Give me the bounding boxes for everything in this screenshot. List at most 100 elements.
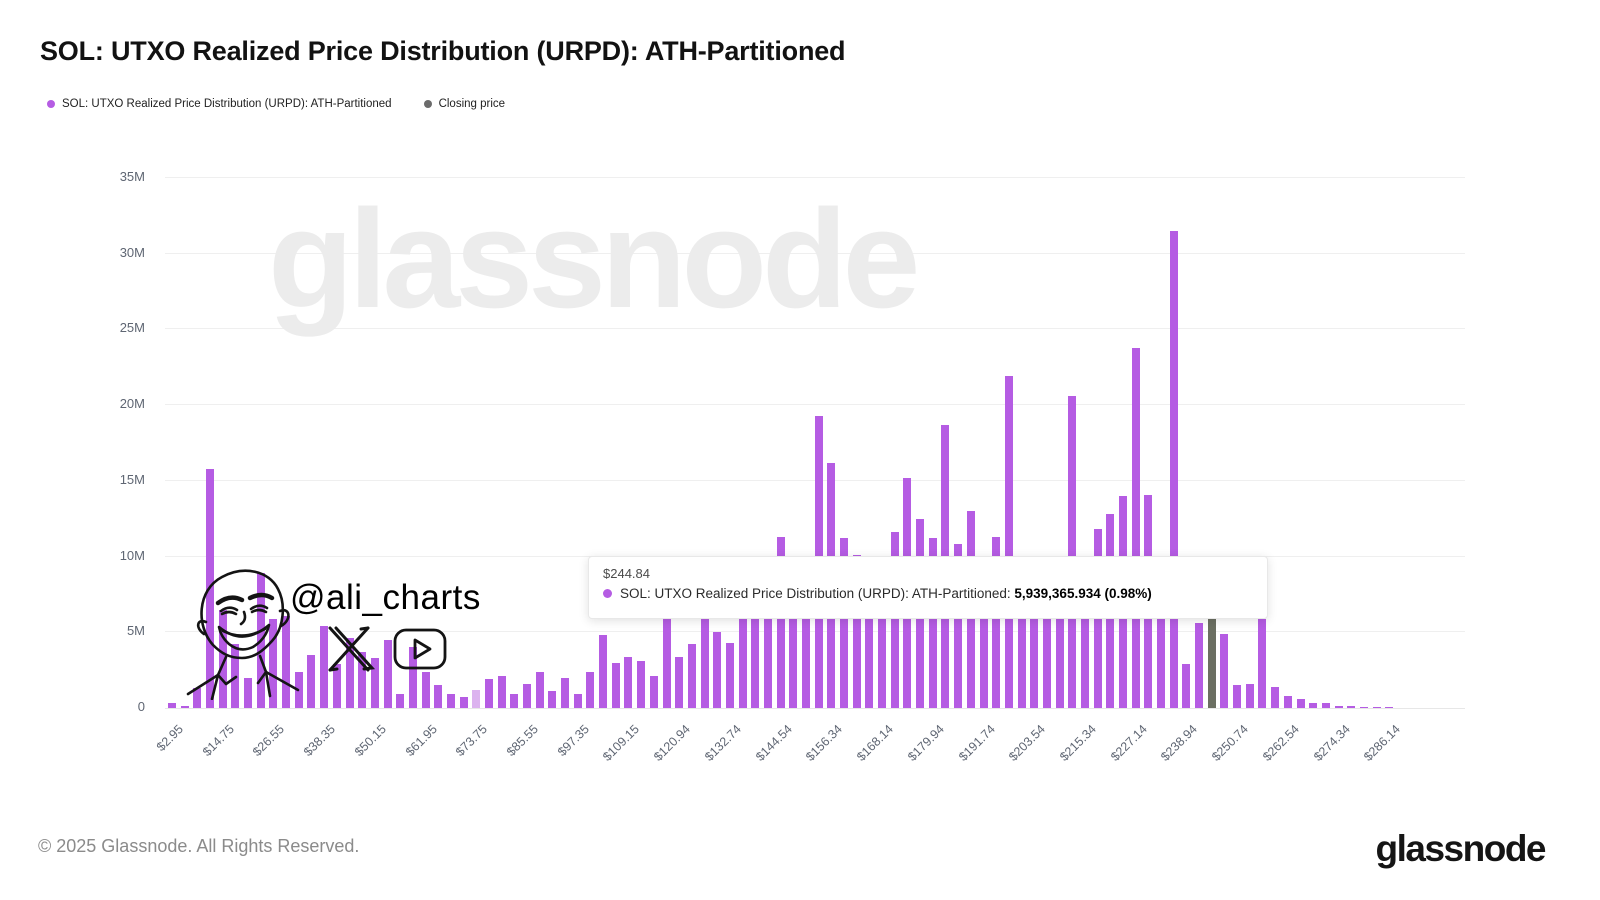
urpd-bar[interactable] [624,656,633,708]
urpd-bar[interactable] [269,618,278,708]
urpd-bar[interactable] [928,538,937,708]
urpd-bar[interactable] [599,635,608,708]
urpd-bar[interactable] [497,676,506,708]
urpd-bar[interactable] [1347,706,1356,708]
y-axis-label-20M: 20M [119,396,145,412]
urpd-bar[interactable] [1372,706,1381,708]
urpd-bar[interactable] [1385,707,1394,708]
urpd-bar[interactable] [548,691,557,708]
urpd-bar[interactable] [1309,702,1318,708]
urpd-bar[interactable] [586,671,595,708]
urpd-bar[interactable] [244,677,253,708]
urpd-bar[interactable] [1157,594,1166,708]
urpd-bar[interactable] [370,658,379,708]
closing-price-bar[interactable] [1207,618,1216,708]
urpd-bar[interactable] [725,642,734,708]
x-axis-label-215.34: $215.34 [1057,722,1099,764]
urpd-bar[interactable] [802,579,810,708]
bar-chart-plot-area[interactable]: 0 5M 10M 15M 20M 25M 30M 35M $2.95 $14.75 $26.55 $3… [120,169,1465,764]
urpd-bar[interactable] [611,662,620,708]
x-axis-label-132.74: $132.74 [701,722,744,764]
urpd-bar[interactable] [1195,623,1204,708]
urpd-bar[interactable] [713,632,722,708]
urpd-bar[interactable] [1169,231,1178,708]
urpd-bar[interactable] [1131,347,1140,708]
urpd-bar[interactable] [1283,695,1292,708]
urpd-bar[interactable] [637,661,646,708]
urpd-bar[interactable] [307,655,316,708]
urpd-bar[interactable] [1271,686,1280,708]
x-axis-label-286.14: $286.14 [1361,722,1404,764]
copyright-text: © 2025 Glassnode. All Rights Reserved. [38,836,360,856]
urpd-bar[interactable] [573,694,582,708]
urpd-bar[interactable] [1080,558,1089,708]
urpd-bar[interactable] [954,544,963,708]
urpd-bar[interactable] [649,676,658,708]
urpd-bar[interactable] [383,639,392,708]
urpd-bar[interactable] [472,689,481,708]
urpd-bar[interactable] [320,626,329,708]
urpd-bar[interactable] [675,656,684,708]
urpd-bar[interactable] [332,664,341,708]
urpd-bar[interactable] [523,683,532,708]
urpd-bar[interactable] [789,594,798,708]
urpd-bar[interactable] [776,536,785,708]
urpd-bar[interactable] [700,618,709,708]
urpd-bar[interactable] [434,685,443,708]
legend-label-closing-price: Closing price [438,98,506,110]
urpd-bar[interactable] [345,638,354,708]
urpd-bar[interactable] [510,694,519,708]
urpd-bar[interactable] [1245,683,1254,708]
legend-dot-urpd [47,100,55,108]
urpd-bar[interactable] [1258,618,1267,708]
urpd-bar[interactable] [535,671,544,708]
x-axis-label-262.54: $262.54 [1259,722,1302,764]
urpd-bar[interactable] [1220,633,1229,708]
urpd-bar[interactable] [852,555,861,708]
urpd-bar[interactable] [1182,664,1191,708]
urpd-bar[interactable] [1296,698,1305,708]
glassnode-watermark: glassnode [268,180,920,337]
legend-dot-closing-price [423,100,432,108]
urpd-bar[interactable] [1233,685,1242,708]
urpd-bar[interactable] [1359,706,1368,708]
x-axis-label-2.95: $2.95 [153,722,186,755]
urpd-bar[interactable] [878,586,887,708]
urpd-bar[interactable] [193,688,202,708]
urpd-bar[interactable] [979,602,988,708]
urpd-bar[interactable] [421,671,430,708]
urpd-bar[interactable] [1321,702,1330,708]
urpd-bar[interactable] [738,617,747,708]
urpd-bar[interactable] [485,679,493,708]
urpd-bar[interactable] [865,602,874,708]
urpd-bar[interactable] [459,697,468,708]
gridline-35M [165,177,1465,178]
urpd-bar[interactable] [890,532,899,708]
urpd-bar[interactable] [751,605,760,708]
urpd-bar[interactable] [662,617,671,708]
urpd-bar[interactable] [396,694,405,708]
urpd-bar[interactable] [992,536,1001,708]
urpd-bar[interactable] [168,703,176,708]
x-axis-label-109.15: $109.15 [600,722,643,764]
urpd-bar[interactable] [180,705,189,708]
urpd-bar[interactable] [1030,589,1039,708]
urpd-bar[interactable] [687,644,696,708]
urpd-bar[interactable] [840,538,849,708]
urpd-bar[interactable] [1017,609,1026,708]
urpd-bar[interactable] [446,694,455,708]
legend-item-urpd[interactable]: SOL: UTXO Realized Price Distribution (U… [47,98,392,110]
urpd-bar[interactable] [1334,705,1343,708]
urpd-bar[interactable] [408,647,417,708]
urpd-bar[interactable] [763,598,772,708]
urpd-bar[interactable] [358,651,367,708]
urpd-bar[interactable] [1055,561,1064,708]
urpd-bar[interactable] [218,609,227,708]
urpd-bar[interactable] [1004,376,1013,708]
urpd-bar[interactable] [1068,396,1077,708]
urpd-bar[interactable] [1042,574,1051,708]
urpd-bar[interactable] [561,677,570,708]
urpd-bar[interactable] [282,615,291,708]
legend-item-closing-price[interactable]: Closing price [423,98,506,110]
x-axis-label-274.34: $274.34 [1310,722,1353,764]
